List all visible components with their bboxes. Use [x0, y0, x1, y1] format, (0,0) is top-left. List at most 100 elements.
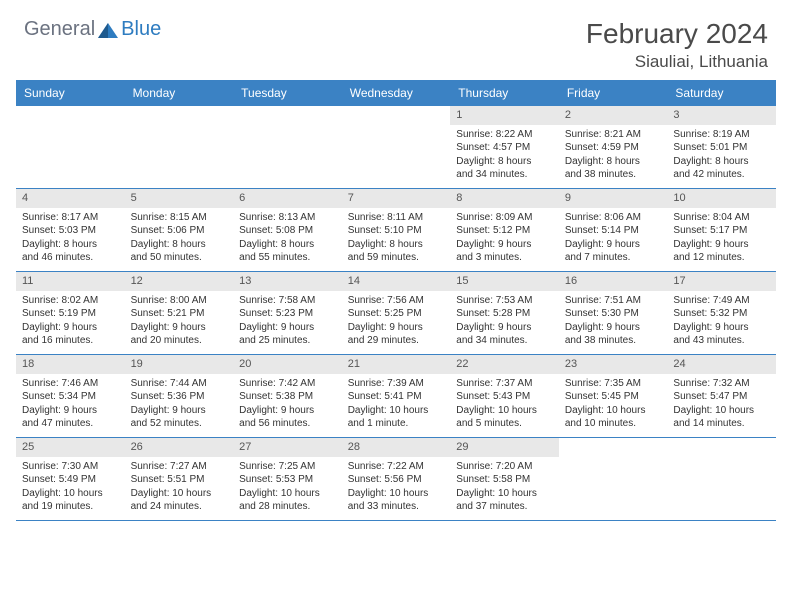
sunrise-text: Sunrise: 7:44 AM	[131, 377, 228, 391]
day-cell: 10Sunrise: 8:04 AMSunset: 5:17 PMDayligh…	[667, 189, 776, 271]
sunset-text: Sunset: 4:59 PM	[565, 141, 662, 155]
day-cell: 20Sunrise: 7:42 AMSunset: 5:38 PMDayligh…	[233, 355, 342, 437]
day-number: 28	[342, 438, 451, 457]
daylight-line2: and 12 minutes.	[673, 251, 770, 265]
sunrise-text: Sunrise: 8:11 AM	[348, 211, 445, 225]
sunset-text: Sunset: 5:49 PM	[22, 473, 119, 487]
day-body: Sunrise: 7:49 AMSunset: 5:32 PMDaylight:…	[667, 291, 776, 354]
daylight-line2: and 24 minutes.	[131, 500, 228, 514]
day-body: Sunrise: 8:21 AMSunset: 4:59 PMDaylight:…	[559, 125, 668, 188]
weekday-header: Tuesday	[233, 80, 342, 106]
day-body: Sunrise: 7:56 AMSunset: 5:25 PMDaylight:…	[342, 291, 451, 354]
daylight-line2: and 42 minutes.	[673, 168, 770, 182]
day-body: Sunrise: 8:11 AMSunset: 5:10 PMDaylight:…	[342, 208, 451, 271]
day-body: Sunrise: 8:09 AMSunset: 5:12 PMDaylight:…	[450, 208, 559, 271]
sunrise-text: Sunrise: 8:06 AM	[565, 211, 662, 225]
day-body: Sunrise: 8:06 AMSunset: 5:14 PMDaylight:…	[559, 208, 668, 271]
sunset-text: Sunset: 5:28 PM	[456, 307, 553, 321]
day-cell: 11Sunrise: 8:02 AMSunset: 5:19 PMDayligh…	[16, 272, 125, 354]
day-body: Sunrise: 8:02 AMSunset: 5:19 PMDaylight:…	[16, 291, 125, 354]
day-number: 27	[233, 438, 342, 457]
sunset-text: Sunset: 5:19 PM	[22, 307, 119, 321]
daylight-line2: and 50 minutes.	[131, 251, 228, 265]
day-number: 5	[125, 189, 234, 208]
day-number: 4	[16, 189, 125, 208]
day-body: Sunrise: 7:51 AMSunset: 5:30 PMDaylight:…	[559, 291, 668, 354]
day-number: 6	[233, 189, 342, 208]
day-number: 18	[16, 355, 125, 374]
day-body: Sunrise: 8:13 AMSunset: 5:08 PMDaylight:…	[233, 208, 342, 271]
day-number: 20	[233, 355, 342, 374]
day-cell: 22Sunrise: 7:37 AMSunset: 5:43 PMDayligh…	[450, 355, 559, 437]
daylight-line1: Daylight: 8 hours	[22, 238, 119, 252]
sunset-text: Sunset: 5:12 PM	[456, 224, 553, 238]
sunset-text: Sunset: 5:21 PM	[131, 307, 228, 321]
sunrise-text: Sunrise: 7:27 AM	[131, 460, 228, 474]
day-cell: 23Sunrise: 7:35 AMSunset: 5:45 PMDayligh…	[559, 355, 668, 437]
weekday-header: Monday	[125, 80, 234, 106]
sunrise-text: Sunrise: 7:58 AM	[239, 294, 336, 308]
day-cell: 8Sunrise: 8:09 AMSunset: 5:12 PMDaylight…	[450, 189, 559, 271]
daylight-line1: Daylight: 9 hours	[456, 238, 553, 252]
sunrise-text: Sunrise: 7:51 AM	[565, 294, 662, 308]
daylight-line1: Daylight: 10 hours	[673, 404, 770, 418]
daylight-line1: Daylight: 10 hours	[456, 487, 553, 501]
sunset-text: Sunset: 5:17 PM	[673, 224, 770, 238]
day-number: 29	[450, 438, 559, 457]
day-cell	[233, 106, 342, 188]
day-body: Sunrise: 7:20 AMSunset: 5:58 PMDaylight:…	[450, 457, 559, 520]
sunrise-text: Sunrise: 8:22 AM	[456, 128, 553, 142]
day-number: 15	[450, 272, 559, 291]
daylight-line1: Daylight: 9 hours	[239, 404, 336, 418]
title-block: February 2024 Siauliai, Lithuania	[586, 18, 768, 72]
sunset-text: Sunset: 5:45 PM	[565, 390, 662, 404]
daylight-line1: Daylight: 9 hours	[565, 238, 662, 252]
day-number: 8	[450, 189, 559, 208]
daylight-line2: and 10 minutes.	[565, 417, 662, 431]
daylight-line1: Daylight: 9 hours	[673, 238, 770, 252]
logo-text-general: General	[24, 18, 95, 41]
daylight-line1: Daylight: 8 hours	[456, 155, 553, 169]
weekday-header: Thursday	[450, 80, 559, 106]
day-number: 19	[125, 355, 234, 374]
day-cell	[667, 438, 776, 520]
day-cell: 29Sunrise: 7:20 AMSunset: 5:58 PMDayligh…	[450, 438, 559, 520]
daylight-line2: and 33 minutes.	[348, 500, 445, 514]
day-cell: 4Sunrise: 8:17 AMSunset: 5:03 PMDaylight…	[16, 189, 125, 271]
day-cell: 7Sunrise: 8:11 AMSunset: 5:10 PMDaylight…	[342, 189, 451, 271]
day-number: 22	[450, 355, 559, 374]
day-cell: 18Sunrise: 7:46 AMSunset: 5:34 PMDayligh…	[16, 355, 125, 437]
daylight-line1: Daylight: 9 hours	[456, 321, 553, 335]
sunset-text: Sunset: 5:36 PM	[131, 390, 228, 404]
sunset-text: Sunset: 5:58 PM	[456, 473, 553, 487]
day-number: 24	[667, 355, 776, 374]
day-body: Sunrise: 7:35 AMSunset: 5:45 PMDaylight:…	[559, 374, 668, 437]
sunrise-text: Sunrise: 7:46 AM	[22, 377, 119, 391]
sunrise-text: Sunrise: 7:39 AM	[348, 377, 445, 391]
daylight-line2: and 28 minutes.	[239, 500, 336, 514]
daylight-line1: Daylight: 9 hours	[22, 404, 119, 418]
day-number: 2	[559, 106, 668, 125]
day-body: Sunrise: 7:44 AMSunset: 5:36 PMDaylight:…	[125, 374, 234, 437]
daylight-line1: Daylight: 8 hours	[565, 155, 662, 169]
sunset-text: Sunset: 5:32 PM	[673, 307, 770, 321]
week-row: 11Sunrise: 8:02 AMSunset: 5:19 PMDayligh…	[16, 272, 776, 355]
daylight-line2: and 38 minutes.	[565, 334, 662, 348]
day-cell: 17Sunrise: 7:49 AMSunset: 5:32 PMDayligh…	[667, 272, 776, 354]
day-body: Sunrise: 7:39 AMSunset: 5:41 PMDaylight:…	[342, 374, 451, 437]
day-body: Sunrise: 8:19 AMSunset: 5:01 PMDaylight:…	[667, 125, 776, 188]
sunrise-text: Sunrise: 7:20 AM	[456, 460, 553, 474]
day-cell: 5Sunrise: 8:15 AMSunset: 5:06 PMDaylight…	[125, 189, 234, 271]
sunrise-text: Sunrise: 7:30 AM	[22, 460, 119, 474]
daylight-line1: Daylight: 10 hours	[456, 404, 553, 418]
daylight-line1: Daylight: 9 hours	[22, 321, 119, 335]
daylight-line2: and 25 minutes.	[239, 334, 336, 348]
sunrise-text: Sunrise: 8:13 AM	[239, 211, 336, 225]
sunrise-text: Sunrise: 7:37 AM	[456, 377, 553, 391]
sunset-text: Sunset: 5:47 PM	[673, 390, 770, 404]
day-cell: 26Sunrise: 7:27 AMSunset: 5:51 PMDayligh…	[125, 438, 234, 520]
weekday-header: Sunday	[16, 80, 125, 106]
day-body: Sunrise: 7:30 AMSunset: 5:49 PMDaylight:…	[16, 457, 125, 520]
daylight-line2: and 19 minutes.	[22, 500, 119, 514]
day-cell: 3Sunrise: 8:19 AMSunset: 5:01 PMDaylight…	[667, 106, 776, 188]
